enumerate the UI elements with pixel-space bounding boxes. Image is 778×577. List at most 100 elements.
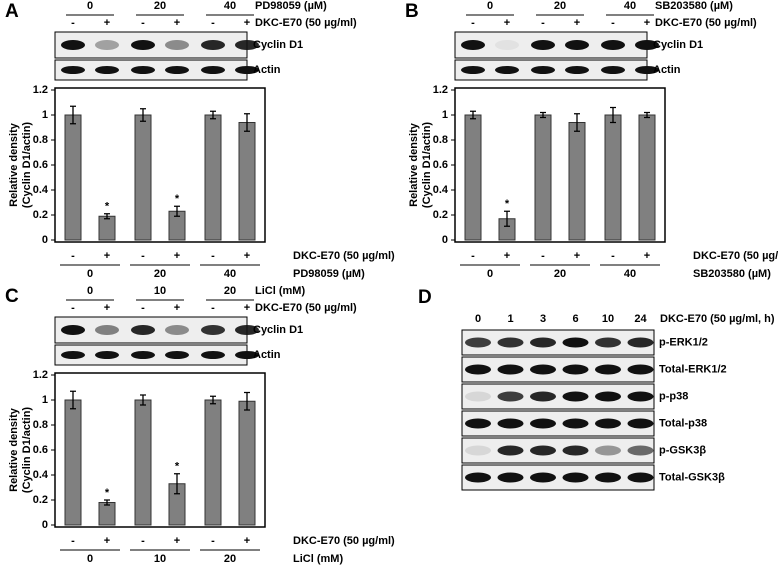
panel-letter: D	[418, 287, 432, 308]
lane-sign: -	[211, 250, 215, 262]
band-label: Total-ERK1/2	[659, 363, 727, 375]
error-bar	[504, 210, 510, 227]
lane-sign: +	[174, 535, 180, 547]
group-label: 0	[87, 553, 93, 565]
band-label: Cyclin D1	[253, 324, 303, 336]
blot-band	[131, 40, 155, 50]
bar	[238, 122, 256, 241]
y-tick-label: 1.2	[433, 84, 448, 96]
error-bar	[470, 110, 476, 120]
blot-band	[497, 391, 524, 402]
lane-sign: +	[104, 17, 110, 29]
y-tick-label: 0.4	[33, 184, 49, 196]
blot-band	[235, 40, 259, 50]
band-label: p-GSK3β	[659, 444, 706, 456]
y-axis-label: (Cyclin D1/actin)	[21, 122, 33, 209]
bar	[464, 114, 482, 241]
blot-band	[595, 391, 621, 402]
blot-band	[595, 418, 621, 429]
error-bar	[244, 391, 250, 411]
error-bar	[610, 106, 616, 124]
blot-band	[530, 445, 556, 456]
lane-sign: -	[611, 17, 615, 29]
lane-sign: -	[71, 17, 75, 29]
blot-band	[530, 364, 556, 375]
y-tick-label: 0	[42, 519, 48, 531]
bar	[238, 400, 256, 526]
y-tick-label: 0.2	[33, 209, 48, 221]
treatment-label: DKC-E70 (50 µg/ml)	[255, 17, 357, 29]
bar	[604, 114, 622, 241]
group-label: 40	[624, 268, 636, 280]
error-bar	[574, 113, 580, 132]
treatment-label: DKC-E70 (50 µg/ml)	[655, 17, 757, 29]
error-bar	[70, 105, 76, 125]
group-axis-label: LiCl (mM)	[293, 553, 343, 565]
lane-sign: -	[611, 250, 615, 262]
blot-box	[461, 329, 655, 356]
group-label: 0	[487, 268, 493, 280]
lane-sign: -	[211, 535, 215, 547]
blot-band	[562, 337, 589, 348]
significance: *	[175, 461, 180, 473]
lane-sign: +	[644, 17, 650, 29]
blot-band	[530, 391, 556, 402]
blot-band	[595, 364, 621, 375]
group-label: 20	[554, 268, 566, 280]
lane-sign: +	[174, 302, 180, 314]
y-tick-label: 0.8	[33, 134, 48, 146]
group-label: 0	[487, 0, 493, 12]
error-bar	[644, 111, 650, 119]
lane-sign: +	[574, 250, 580, 262]
lane-sign: +	[174, 17, 180, 29]
blot-band	[465, 418, 491, 429]
blot-band	[465, 445, 491, 456]
blot-band	[530, 337, 556, 348]
y-tick-label: 1.2	[33, 369, 48, 381]
treatment-label: DKC-E70 (50 µg/ml)	[255, 302, 357, 314]
blot-band	[131, 66, 155, 74]
blot-band	[497, 364, 524, 375]
group-label: 10	[154, 553, 166, 565]
lane-sign: -	[471, 250, 475, 262]
treatment-label: DKC-E70 (50 µg/ml)	[293, 250, 395, 262]
treatment-label: DKC-E70 (50 µg/ml)	[293, 535, 395, 547]
lane-sign: -	[141, 535, 145, 547]
significance: *	[105, 201, 110, 213]
blot-band	[565, 66, 589, 74]
group-label: 0	[87, 285, 93, 297]
group-label: 0	[87, 268, 93, 280]
lane-sign: -	[71, 535, 75, 547]
y-tick-label: 0.6	[433, 159, 448, 171]
blot-band	[461, 40, 485, 50]
error-bar	[174, 473, 180, 495]
bar	[98, 215, 116, 241]
y-axis-label: Relative density	[408, 122, 420, 207]
error-bar	[244, 113, 250, 132]
error-bar	[104, 213, 110, 220]
panel-letter: B	[405, 1, 419, 22]
lane-sign: +	[104, 250, 110, 262]
y-tick-label: 1.2	[33, 84, 48, 96]
band-label: Total-GSK3β	[659, 471, 725, 483]
treatment-label: DKC-E70 (50 µg/ml)	[693, 250, 778, 262]
plot-frame	[54, 87, 266, 243]
blot-band	[627, 391, 654, 402]
band-label: p-p38	[659, 390, 688, 402]
y-tick-label: 0.2	[33, 494, 48, 506]
blot-band	[95, 325, 119, 335]
blot-band	[601, 66, 625, 74]
blot-band	[165, 66, 189, 74]
blot-band	[235, 325, 259, 335]
blot-band	[595, 472, 621, 483]
blot-band	[61, 325, 85, 335]
error-bar	[104, 499, 110, 506]
blot-band	[235, 66, 259, 74]
lane-label: 6	[572, 313, 578, 325]
blot-band	[61, 66, 85, 74]
lane-sign: -	[141, 302, 145, 314]
error-bar	[540, 111, 546, 119]
lane-sign: +	[244, 302, 250, 314]
